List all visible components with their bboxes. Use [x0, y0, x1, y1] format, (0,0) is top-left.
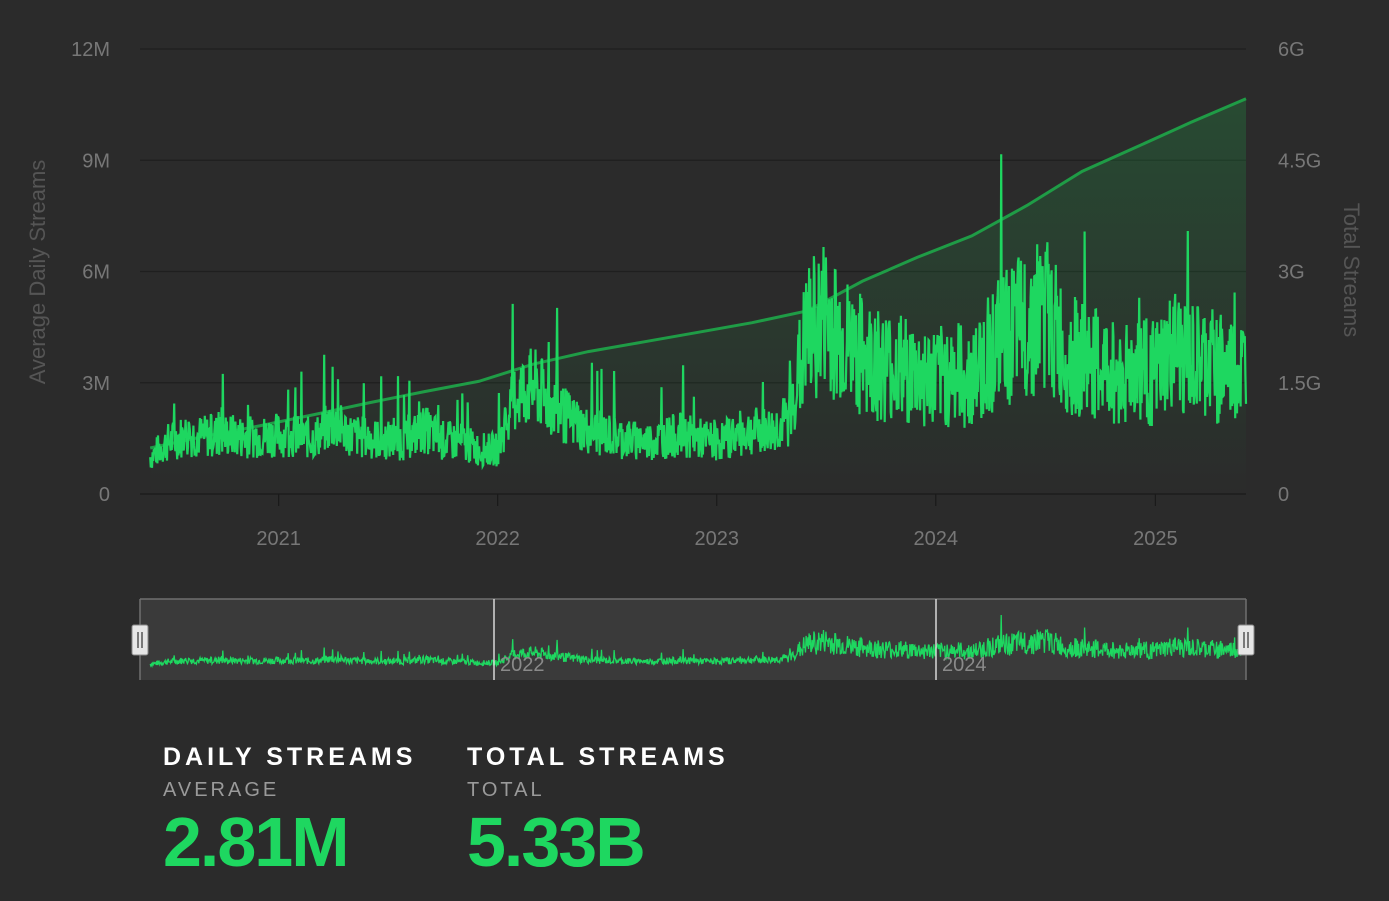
left-tick-label: 3M — [82, 373, 110, 395]
navigator-background — [140, 599, 1246, 680]
navigator-series — [149, 614, 1247, 669]
left-tick-label: 9M — [82, 150, 110, 172]
right-axis-ticks: 0 1.5G 3G 4.5G 6G — [1278, 39, 1321, 506]
total-streams-subtitle: TOTAL — [467, 779, 545, 801]
right-tick-label: 4.5G — [1278, 150, 1321, 172]
right-tick-label: 1.5G — [1278, 373, 1321, 395]
left-tick-label: 0 — [99, 484, 110, 506]
left-axis-ticks: 0 3M 6M 9M 12M — [71, 39, 110, 506]
daily-streams-stat: DAILY STREAMS AVERAGE 2.81M — [163, 742, 416, 878]
right-tick-label: 0 — [1278, 484, 1289, 506]
left-tick-label: 12M — [71, 39, 110, 61]
daily-streams-value: 2.81M — [163, 803, 350, 881]
daily-streams-subtitle: AVERAGE — [163, 779, 280, 801]
daily-streams-line — [149, 154, 1248, 471]
daily-streams-title: DAILY STREAMS — [163, 743, 417, 771]
total-streams-stat: TOTAL STREAMS TOTAL 5.33B — [467, 742, 729, 878]
left-tick-label: 6M — [82, 262, 110, 284]
total-streams-value: 5.33B — [467, 803, 646, 881]
x-tick-label: 2025 — [1133, 528, 1178, 550]
total-streams-title: TOTAL STREAMS — [467, 743, 729, 771]
navigator-right-handle[interactable] — [1237, 624, 1255, 656]
x-tick-label: 2022 — [475, 528, 520, 550]
right-tick-label: 6G — [1278, 39, 1305, 61]
x-axis-ticks: 2021 2022 2023 2024 2025 — [256, 494, 1178, 550]
x-tick-label: 2023 — [694, 528, 739, 550]
range-navigator[interactable]: 2022 2024 — [131, 598, 1255, 680]
left-axis-title: Average Daily Streams — [25, 160, 50, 385]
x-tick-label: 2021 — [256, 528, 301, 550]
navigator-left-handle[interactable] — [131, 624, 149, 656]
navigator-label-2024: 2024 — [942, 654, 987, 676]
navigator-line — [149, 614, 1247, 669]
navigator-label-2022: 2022 — [500, 654, 545, 676]
daily-streams-series — [149, 154, 1248, 471]
x-tick-label: 2024 — [913, 528, 958, 550]
right-axis-title: Total Streams — [1339, 203, 1364, 338]
right-tick-label: 3G — [1278, 262, 1305, 284]
